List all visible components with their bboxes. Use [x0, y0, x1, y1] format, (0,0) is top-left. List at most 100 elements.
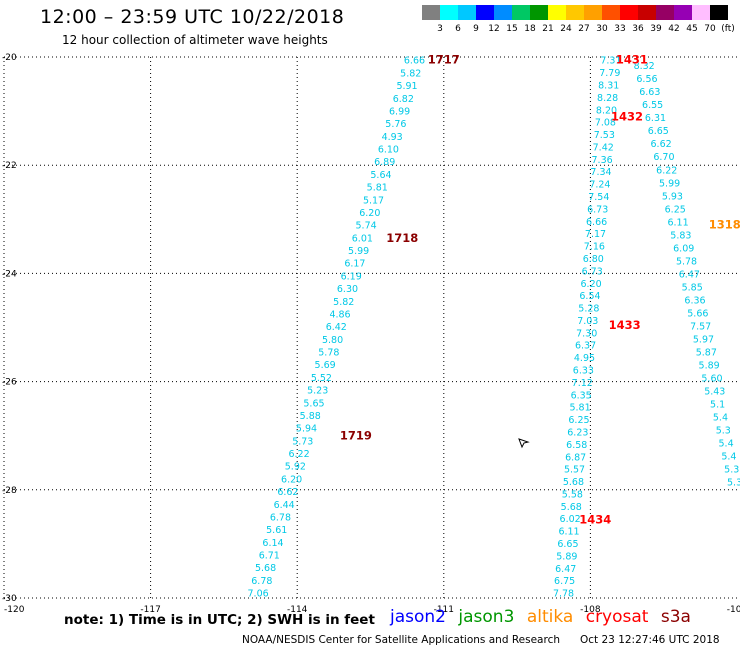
colorbar-label: 21	[542, 24, 554, 34]
wave-height-value: 5.89	[699, 361, 720, 372]
wave-height-value: 6.73	[582, 266, 603, 277]
wave-height-value: 6.14	[262, 538, 283, 549]
wave-height-value: 5.83	[670, 230, 691, 241]
wave-height-value: 6.20	[359, 208, 380, 219]
colorbar-swatch	[584, 5, 602, 20]
colorbar-label: 9	[473, 24, 479, 34]
wave-height-value: 7.03	[577, 316, 598, 327]
wave-height-value: 5.93	[662, 191, 683, 202]
wave-height-value: 5.28	[578, 304, 599, 315]
colorbar-label: 27	[578, 24, 590, 34]
y-tick-label: -26	[2, 378, 17, 388]
generated-timestamp: Oct 23 12:27:46 UTC 2018	[580, 634, 720, 646]
wave-height-value: 6.71	[259, 551, 280, 562]
wave-height-value: 5.58	[562, 489, 583, 500]
wave-height-value: 6.89	[374, 157, 395, 168]
pass-time-label: 1717	[428, 53, 460, 67]
wave-height-value: 6.42	[326, 322, 347, 333]
wave-height-value: 5.3	[716, 426, 731, 437]
wave-height-value: 7.34	[590, 167, 611, 178]
wave-height-value: 5.81	[569, 403, 590, 414]
wave-height-value: 5.92	[285, 462, 306, 473]
wave-height-value: 6.47	[555, 564, 576, 575]
wave-height-value: 7.06	[248, 589, 269, 600]
wave-height-value: 6.20	[281, 474, 302, 485]
wave-height-value: 5.4	[713, 413, 728, 424]
wave-height-value: 5.82	[333, 297, 354, 308]
wave-height-value: 5.87	[696, 348, 717, 359]
wave-height-value: 6.55	[642, 100, 663, 111]
wave-height-value: 6.78	[270, 512, 291, 523]
colorbar-label: 45	[686, 24, 698, 34]
wave-height-value: 5.68	[563, 477, 584, 488]
map-subtitle: 12 hour collection of altimeter wave hei…	[62, 33, 328, 47]
legend-jason2: jason2	[390, 607, 446, 627]
colorbar-label: 24	[560, 24, 572, 34]
wave-height-value: 6.82	[393, 94, 414, 105]
wave-height-value: 6.30	[337, 284, 358, 295]
colorbar-swatch	[458, 5, 476, 20]
wave-height-value: 6.65	[557, 539, 578, 550]
colorbar-swatch	[620, 5, 638, 20]
wave-height-value: 5.69	[315, 360, 336, 371]
wave-height-value: 6.73	[587, 204, 608, 215]
wave-height-value: 7.16	[584, 242, 605, 253]
wave-height-value: 7.30	[576, 328, 597, 339]
colorbar-label: 6	[455, 24, 461, 34]
wave-height-value: 5.78	[676, 256, 697, 267]
wave-height-value: 5.17	[363, 195, 384, 206]
wave-height-value: 5.68	[561, 502, 582, 513]
wave-height-value: 6.44	[274, 500, 295, 511]
wave-height-value: 6.66	[586, 217, 607, 228]
wave-height-value: 6.20	[581, 279, 602, 290]
wave-height-value: 7.53	[594, 130, 615, 141]
wave-height-value: 6.66	[404, 56, 425, 67]
wave-height-value: 5.4	[721, 452, 736, 463]
colorbar-label: 39	[650, 24, 662, 34]
wave-height-value: 5.43	[704, 387, 725, 398]
colorbar-swatch	[422, 5, 440, 20]
wave-height-value: 5.91	[396, 81, 417, 92]
colorbar-label: 12	[488, 24, 500, 34]
legend-altika: altika	[526, 607, 574, 627]
wave-height-value: 5.82	[400, 68, 421, 79]
wave-height-value: 8.32	[634, 61, 655, 72]
wave-height-value: 5.85	[682, 282, 703, 293]
wave-height-value: 7.42	[593, 142, 614, 153]
wave-height-value: 5.60	[701, 374, 722, 385]
colorbar-label: 42	[668, 24, 680, 34]
wave-height-value: 6.47	[679, 269, 700, 280]
wave-height-value: 6.01	[352, 233, 373, 244]
colorbar-swatch	[656, 5, 674, 20]
y-tick-label: -20	[2, 53, 17, 63]
wave-height-value: 6.11	[558, 527, 579, 538]
legend-cryosat: cryosat	[585, 607, 649, 627]
wave-height-value: 5.80	[322, 335, 343, 346]
wave-height-value: 6.02	[560, 514, 581, 525]
colorbar-label: 36	[632, 24, 644, 34]
pass-time-label: 1719	[340, 429, 372, 443]
y-tick-label: -28	[2, 486, 17, 496]
colorbar-swatch	[530, 5, 548, 20]
x-tick-label: -120	[4, 605, 25, 615]
wave-height-value: 5.66	[687, 308, 708, 319]
wave-height-value: 6.56	[636, 74, 657, 85]
pass-time-label: 1432	[611, 110, 643, 124]
wave-height-value: 5.64	[370, 170, 391, 181]
wave-height-value: 5.52	[311, 373, 332, 384]
colorbar-label: 15	[506, 24, 518, 34]
wave-height-value: 8.20	[596, 105, 617, 116]
wave-height-value: 5.88	[300, 411, 321, 422]
x-tick-label: -117	[140, 605, 160, 615]
wave-height-value: 5.78	[318, 348, 339, 359]
wave-height-value: 6.22	[288, 449, 309, 460]
wave-height-value: 6.80	[583, 254, 604, 265]
legend-jason3: jason3	[458, 607, 515, 627]
wave-height-value: 6.78	[251, 576, 272, 587]
wave-height-value: 6.25	[568, 415, 589, 426]
wave-height-marks: 6.665.825.916.826.995.764.936.106.895.64…	[248, 53, 740, 600]
wave-height-value: 7.57	[690, 321, 711, 332]
wave-height-value: 7.12	[572, 378, 593, 389]
wave-height-value: 5.3	[724, 465, 739, 476]
wave-height-value: 6.63	[639, 87, 660, 98]
